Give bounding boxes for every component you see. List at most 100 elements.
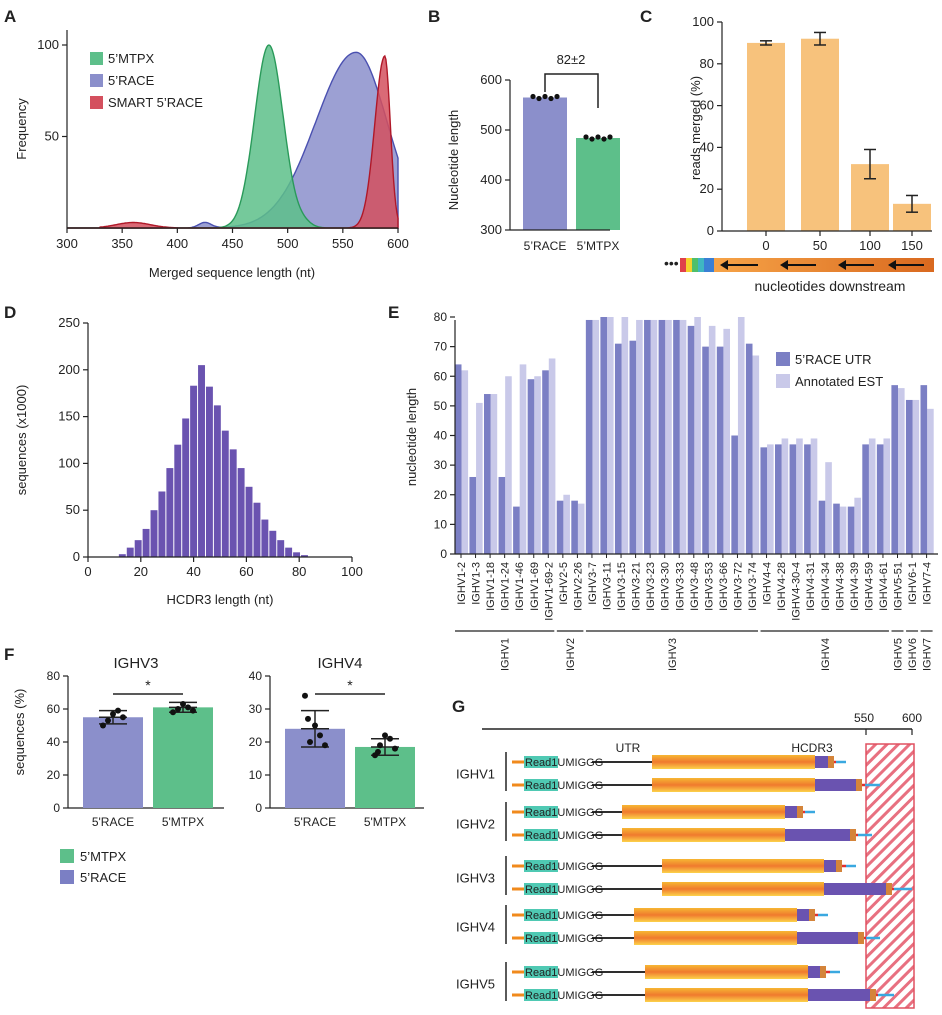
chart-d-bar bbox=[118, 554, 126, 557]
chart-d-x-tick-label: 80 bbox=[292, 564, 306, 579]
chart-d-bar bbox=[150, 510, 158, 557]
chart-e-bar-race bbox=[542, 370, 549, 554]
chart-e-x-tick-label: IGHV6-1 bbox=[907, 562, 919, 605]
chart-e-bar-race bbox=[804, 444, 811, 554]
chart-d-bar bbox=[134, 540, 142, 557]
chart-a-x-tick-label: 350 bbox=[111, 236, 133, 251]
chart-e-bar-race bbox=[585, 319, 593, 554]
chart-e-bar-est bbox=[737, 317, 745, 554]
chart-f-point bbox=[185, 704, 191, 711]
chart-b-y-tick-label: 400 bbox=[480, 172, 502, 187]
chart-c-downstream-strip bbox=[680, 258, 934, 272]
g-hcdr3-box bbox=[797, 909, 809, 921]
g-read-box bbox=[524, 989, 558, 1001]
chart-f-bar bbox=[355, 746, 415, 808]
chart-c-y-tick-label: 100 bbox=[692, 14, 714, 29]
chart-f-point bbox=[115, 707, 121, 714]
chart-f-point bbox=[377, 742, 383, 749]
chart-e-x-tick-label: IGHV1-69-2 bbox=[543, 562, 555, 621]
legend-label-est: Annotated EST bbox=[795, 374, 883, 389]
chart-f-point bbox=[382, 732, 388, 739]
g-read-label: Read1UMIGGG bbox=[525, 967, 603, 979]
chart-f-y-tick-label: 0 bbox=[53, 801, 60, 815]
g-gene-body bbox=[645, 988, 808, 1002]
chart-d-bar bbox=[166, 468, 174, 557]
chart-e-legend: 5’RACE UTR Annotated EST bbox=[776, 352, 883, 389]
chart-e-bar-race bbox=[731, 435, 738, 554]
g-label-utr: UTR bbox=[616, 741, 641, 755]
g-j-segment bbox=[836, 860, 842, 872]
chart-e-x-tick-label: IGHV3-23 bbox=[645, 562, 657, 611]
legend-label-race: 5’RACE bbox=[108, 73, 155, 88]
chart-e-x-tick-label: IGHV3-7 bbox=[587, 562, 599, 605]
chart-e-x-tick-label: IGHV3-15 bbox=[616, 562, 628, 611]
chart-d-bar bbox=[158, 491, 166, 557]
chart-d-bar bbox=[126, 547, 134, 557]
chart-e-bar-race bbox=[498, 476, 506, 554]
legend-swatch-race-utr bbox=[776, 352, 790, 366]
chart-b-y-tick-label: 500 bbox=[480, 122, 502, 137]
g-j-segment bbox=[856, 779, 862, 791]
chart-e-bar-race bbox=[862, 444, 869, 554]
chart-e-bar-est bbox=[781, 438, 789, 554]
chart-c-x-tick-label: 150 bbox=[901, 238, 923, 253]
g-gene-body bbox=[622, 805, 785, 819]
chart-e-x-tick-label: IGHV4-39 bbox=[849, 562, 861, 611]
chart-e-bar-est bbox=[679, 319, 687, 554]
chart-e-bar-est bbox=[607, 317, 614, 554]
chart-c-y-tick-label: 40 bbox=[700, 139, 714, 154]
chart-d-y-label: sequences (x1000) bbox=[14, 385, 29, 496]
g-read-box bbox=[524, 909, 558, 921]
chart-f-point bbox=[387, 735, 393, 742]
panel-label-g: G bbox=[452, 697, 465, 716]
g-scale-550: 550 bbox=[854, 711, 874, 725]
chart-e-bar-est bbox=[898, 388, 905, 554]
chart-e-bar-est bbox=[505, 376, 512, 554]
chart-d-bar bbox=[182, 418, 190, 557]
chart-e-bar-race bbox=[745, 343, 753, 554]
chart-d-bar bbox=[261, 519, 269, 557]
chart-e-bar-race bbox=[905, 399, 913, 554]
chart-e-x-tick-label: IGHV4-30-4 bbox=[791, 562, 803, 621]
g-j-segment bbox=[870, 989, 876, 1001]
chart-e-group-label: IGHV4 bbox=[820, 638, 832, 671]
chart-f-point bbox=[100, 722, 106, 729]
chart-b-annotation: 82±2 bbox=[557, 52, 586, 67]
chart-e-bar-est bbox=[825, 462, 832, 554]
g-read-label: Read1UMIGGG bbox=[525, 910, 603, 922]
chart-d-x-tick-label: 20 bbox=[134, 564, 148, 579]
chart-f-point bbox=[180, 701, 186, 708]
chart-e-bar-race bbox=[789, 444, 797, 554]
g-j-segment bbox=[820, 966, 826, 978]
chart-c-x-tick-label: 0 bbox=[762, 238, 769, 253]
legend-label-smart: SMART 5’RACE bbox=[108, 95, 203, 110]
chart-c-arrow-head bbox=[780, 260, 788, 270]
g-gene-body bbox=[662, 859, 824, 873]
chart-e-y-tick-label: 70 bbox=[434, 340, 448, 354]
g-read-label: Read1UMIGGG bbox=[525, 807, 603, 819]
legend-swatch-est bbox=[776, 374, 790, 388]
chart-e-bar-est bbox=[563, 494, 570, 554]
chart-e-bar-race bbox=[687, 325, 695, 554]
chart-d-bar bbox=[269, 530, 277, 557]
chart-c-y-label: reads merged (%) bbox=[688, 76, 703, 180]
chart-d-bar bbox=[213, 405, 221, 557]
chart-e-group-label: IGHV5 bbox=[893, 638, 905, 671]
chart-e-bar-est bbox=[912, 399, 920, 554]
chart-e-x-tick-label: IGHV3-74 bbox=[747, 562, 759, 611]
chart-e-bar-est bbox=[592, 319, 600, 554]
g-scale-600: 600 bbox=[902, 711, 922, 725]
g-j-segment bbox=[828, 756, 834, 768]
chart-e-x-tick-label: IGHV3-21 bbox=[631, 562, 643, 611]
chart-a-x-tick-label: 500 bbox=[277, 236, 299, 251]
chart-f-x-tick-label: 5'MTPX bbox=[364, 815, 406, 829]
chart-b-point bbox=[607, 134, 613, 140]
panel-label-b: B bbox=[428, 7, 440, 26]
chart-e-bar-est bbox=[883, 438, 891, 554]
chart-a-x-tick-label: 600 bbox=[387, 236, 409, 251]
chart-d-hcdr3-histogram: 0 20 40 60 80 100 0 50 100 150 200 250 HCDR3 lengt… bbox=[14, 315, 363, 607]
g-read-label: Read1UMIGGG bbox=[525, 933, 603, 945]
g-gene-label: IGHV5 bbox=[456, 977, 495, 992]
chart-b-y-tick-label: 600 bbox=[480, 72, 502, 87]
